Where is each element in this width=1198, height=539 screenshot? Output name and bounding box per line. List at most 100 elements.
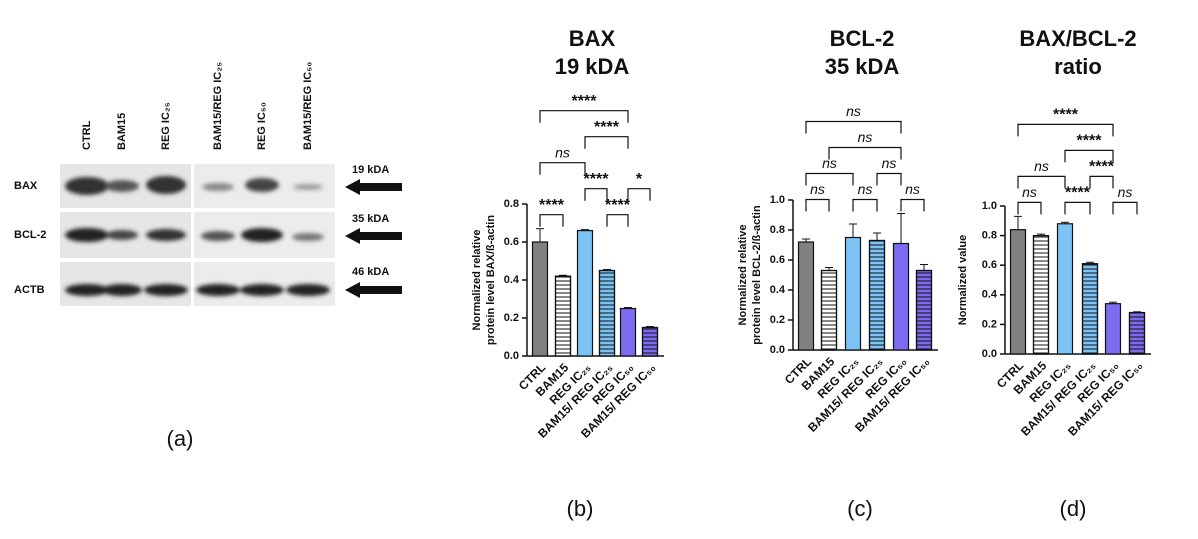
y-tick-label: 0.4 bbox=[982, 289, 998, 301]
significance-label: ns bbox=[858, 181, 873, 197]
y-tick-label: 0.6 bbox=[770, 254, 785, 266]
lane-label: BAM15 bbox=[116, 113, 128, 150]
bar-hatch bbox=[641, 326, 659, 357]
significance-bracket bbox=[900, 198, 925, 212]
blot-image bbox=[60, 164, 402, 306]
significance-label: **** bbox=[594, 119, 620, 136]
significance-bracket bbox=[1017, 175, 1066, 189]
y-axis-label: Normalized value bbox=[957, 235, 969, 325]
significance-bracket bbox=[584, 136, 629, 149]
size-label: 46 kDA bbox=[352, 266, 389, 278]
significance-label: ns bbox=[822, 155, 837, 171]
y-tick-label: 0.4 bbox=[770, 284, 786, 296]
y-tick-label: 1.0 bbox=[770, 194, 785, 206]
significance-bracket bbox=[805, 172, 854, 186]
y-axis-label: protein level BAX/ß-actin bbox=[485, 215, 497, 345]
significance-bracket bbox=[1017, 123, 1114, 137]
bar bbox=[531, 241, 549, 357]
bar-hatch bbox=[1081, 263, 1099, 355]
bar bbox=[576, 230, 594, 357]
y-tick-label: 0.6 bbox=[504, 236, 519, 248]
row-label: BAX bbox=[14, 180, 38, 192]
y-tick-label: 0.2 bbox=[770, 314, 785, 326]
bar bbox=[1104, 303, 1122, 355]
significance-label: ns bbox=[858, 129, 873, 145]
y-tick-label: 0.8 bbox=[982, 230, 997, 242]
significance-label: ns bbox=[810, 181, 825, 197]
y-tick-label: 0.8 bbox=[770, 224, 785, 236]
significance-bracket bbox=[584, 188, 608, 201]
significance-label: **** bbox=[584, 171, 610, 188]
significance-bracket bbox=[876, 172, 902, 186]
significance-bracket bbox=[606, 214, 629, 227]
significance-label: ns bbox=[846, 103, 861, 119]
panel-label: (d) bbox=[1060, 496, 1087, 521]
y-tick-label: 0.6 bbox=[982, 259, 997, 271]
lane-label: REG IC₂₅ bbox=[160, 102, 172, 150]
significance-label: ns bbox=[555, 144, 570, 160]
lane-label: BAM15/REG IC₅₀ bbox=[302, 62, 314, 150]
row-label: ACTB bbox=[14, 284, 45, 296]
significance-label: ns bbox=[1034, 158, 1049, 174]
y-tick-label: 0.0 bbox=[770, 344, 785, 356]
significance-bracket bbox=[1089, 175, 1114, 189]
bar bbox=[797, 241, 815, 351]
bar bbox=[892, 242, 910, 351]
y-tick-label: 0.0 bbox=[504, 350, 519, 362]
significance-bracket bbox=[1112, 201, 1138, 215]
y-tick-label: 0.4 bbox=[504, 274, 520, 286]
chart-title: BAX/BCL-2 bbox=[1019, 26, 1136, 51]
significance-bracket bbox=[828, 146, 902, 160]
bar-hatch bbox=[820, 269, 838, 351]
bar bbox=[844, 236, 862, 351]
significance-label: **** bbox=[1089, 159, 1115, 176]
y-axis-label: protein level BCL-2/ß-actin bbox=[751, 205, 763, 345]
significance-label: **** bbox=[1065, 185, 1091, 202]
significance-bracket bbox=[1017, 201, 1042, 215]
significance-label: **** bbox=[1053, 107, 1079, 124]
bar-hatch bbox=[1032, 235, 1050, 355]
bar-hatch bbox=[1128, 311, 1146, 355]
significance-bracket bbox=[805, 120, 902, 134]
significance-label: **** bbox=[539, 197, 565, 214]
bar-hatch bbox=[868, 239, 886, 351]
lane-label: CTRL bbox=[81, 120, 93, 150]
y-tick-label: 0.2 bbox=[982, 318, 997, 330]
panel-label: (c) bbox=[847, 496, 873, 521]
bar-hatch bbox=[598, 269, 616, 357]
y-axis-label: Normalized relative bbox=[471, 230, 483, 331]
significance-label: ns bbox=[882, 155, 897, 171]
row-label: BCL-2 bbox=[14, 229, 46, 241]
lane-label: REG IC₅₀ bbox=[256, 102, 268, 150]
y-tick-label: 0.2 bbox=[504, 312, 519, 324]
significance-label: ns bbox=[1118, 184, 1133, 200]
chart-title: ratio bbox=[1054, 54, 1102, 79]
chart-title: 19 kDA bbox=[555, 54, 630, 79]
significance-label: * bbox=[636, 171, 643, 188]
significance-label: **** bbox=[1077, 133, 1103, 150]
size-label: 35 kDA bbox=[352, 213, 389, 225]
bar-hatch bbox=[915, 269, 933, 351]
bar bbox=[1009, 229, 1027, 355]
significance-label: **** bbox=[572, 93, 598, 110]
significance-label: ns bbox=[905, 181, 920, 197]
chart-title: BCL-2 bbox=[830, 26, 895, 51]
significance-bracket bbox=[627, 188, 651, 201]
bar bbox=[1056, 223, 1074, 355]
significance-bracket bbox=[852, 198, 878, 212]
significance-bracket bbox=[805, 198, 830, 212]
bar bbox=[619, 307, 637, 357]
significance-bracket bbox=[539, 214, 564, 227]
y-tick-label: 0.0 bbox=[982, 348, 997, 360]
panel-label: (a) bbox=[167, 426, 194, 451]
panel-label: (b) bbox=[567, 496, 594, 521]
significance-bracket bbox=[1064, 149, 1114, 163]
chart-title: BAX bbox=[569, 26, 616, 51]
significance-label: **** bbox=[605, 197, 631, 214]
y-tick-label: 0.8 bbox=[504, 198, 519, 210]
significance-bracket bbox=[1064, 201, 1091, 215]
y-axis-label: Normalized relative bbox=[737, 225, 749, 326]
chart-title: 35 kDA bbox=[825, 54, 900, 79]
